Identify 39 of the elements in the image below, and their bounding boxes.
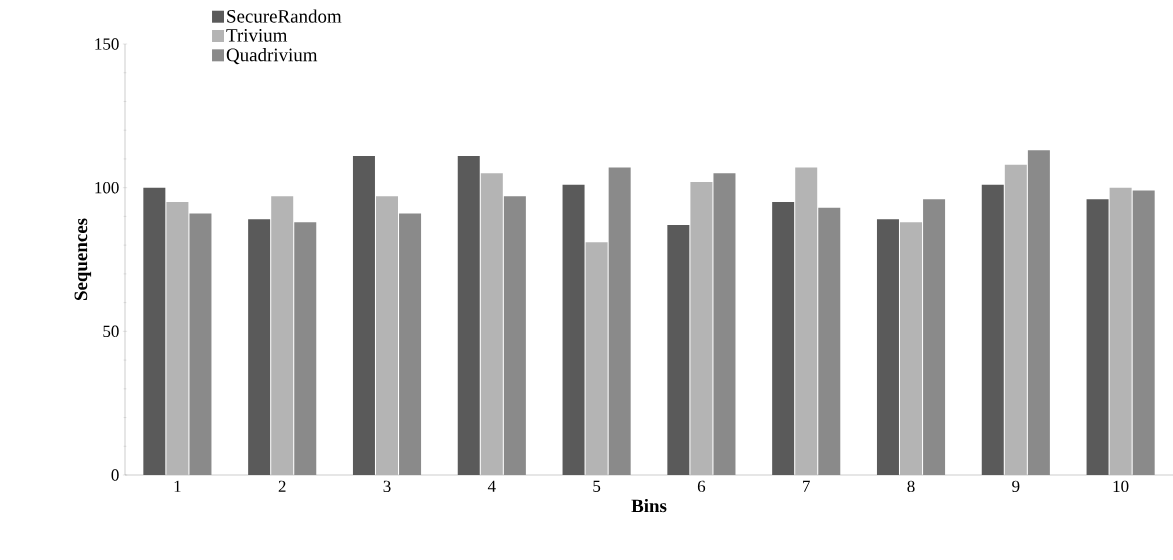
- x-tick-label: 1: [174, 480, 181, 492]
- y-tick-label: 0: [111, 469, 119, 481]
- bar: [981, 184, 1004, 475]
- legend-label: Trivium: [226, 29, 288, 42]
- bar: [876, 219, 899, 475]
- y-tick-label: 100: [95, 181, 119, 194]
- bar: [900, 222, 923, 475]
- x-tick-label: 6: [697, 480, 706, 493]
- x-tick-label: 10: [1113, 480, 1129, 493]
- bar: [690, 181, 713, 475]
- y-axis-title: Sequences: [74, 218, 92, 301]
- bar: [352, 156, 375, 475]
- bar: [457, 156, 480, 475]
- bar: [1109, 187, 1132, 475]
- bar: [248, 219, 271, 475]
- x-tick-label: 5: [593, 480, 601, 492]
- legend-label: SecureRandom: [227, 9, 342, 23]
- x-tick-label: 7: [803, 480, 810, 492]
- legend-label: Quadrivium: [226, 48, 318, 65]
- x-tick-label: 9: [1012, 480, 1020, 493]
- bar: [667, 225, 690, 475]
- bar: [1086, 199, 1109, 475]
- x-tick-label: 2: [278, 480, 286, 492]
- bar: [271, 196, 294, 475]
- bar: [1004, 164, 1027, 475]
- bar: [772, 202, 795, 475]
- x-tick-label: 3: [383, 480, 391, 493]
- y-tick-label: 50: [103, 325, 119, 338]
- x-tick-label: 8: [907, 480, 915, 493]
- bar: [585, 242, 608, 475]
- x-tick-label: 4: [487, 480, 496, 492]
- bar: [166, 202, 189, 475]
- x-axis-title: Bins: [631, 498, 667, 513]
- bar: [143, 187, 166, 475]
- bar: [480, 173, 503, 475]
- bar: [795, 167, 818, 475]
- bar: [376, 196, 399, 475]
- bar: [562, 184, 585, 475]
- y-tick-label: 150: [95, 38, 119, 50]
